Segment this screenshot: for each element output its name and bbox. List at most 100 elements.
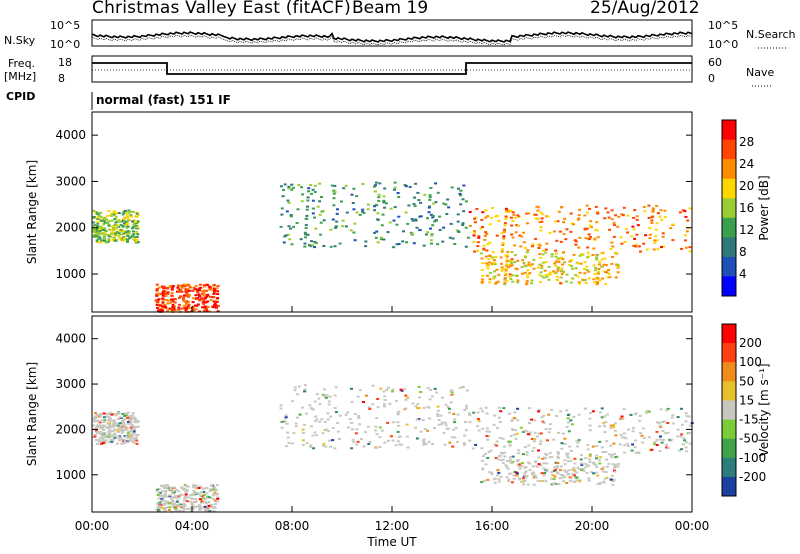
velocity-cell (329, 415, 333, 418)
power-cell (353, 239, 357, 242)
velocity-cell (93, 435, 97, 438)
velocity-cell (668, 438, 672, 441)
power-cell (633, 209, 637, 212)
power-cell (110, 214, 114, 217)
velocity-cell (508, 456, 512, 459)
velocity-cell (563, 459, 567, 462)
velocity-cell (681, 443, 685, 446)
velocity-cell (101, 439, 105, 442)
power-cell (393, 206, 397, 209)
velocity-cell (163, 508, 167, 511)
power-cell (181, 298, 185, 301)
velocity-cell (173, 486, 177, 489)
power-cell (539, 226, 543, 229)
velocity-cell (437, 419, 441, 421)
velocity-cell (417, 407, 421, 409)
power-cell (595, 258, 599, 261)
velocity-cell (312, 447, 316, 450)
velocity-cell (114, 434, 118, 437)
velocity-cell (193, 484, 197, 487)
power-cell (607, 272, 611, 275)
power-cell (212, 296, 216, 298)
power-cell (492, 261, 496, 264)
velocity-cell (366, 425, 370, 428)
power-cell (507, 266, 511, 269)
power-cell (92, 230, 96, 232)
power-cell (212, 287, 216, 290)
power-cell (107, 238, 111, 241)
velocity-cell (506, 467, 510, 470)
power-cell (482, 247, 486, 250)
velocity-cell (383, 441, 387, 444)
power-cell (659, 209, 663, 212)
velocity-cell (313, 431, 317, 434)
velocity-cell (195, 484, 199, 487)
power-cell (311, 212, 315, 215)
power-cell (335, 220, 339, 223)
freq-label: Freq. (8, 57, 35, 70)
velocity-cell (598, 462, 602, 465)
power-cell (536, 209, 540, 212)
velocity-cell (580, 463, 584, 466)
power-cell (280, 207, 284, 210)
power-cell (96, 225, 100, 228)
velocity-cell (511, 429, 515, 432)
velocity-cell (173, 490, 177, 493)
velocity-cell (527, 444, 531, 447)
velocity-cell (181, 510, 185, 513)
velocity-cell (350, 401, 354, 403)
power-cell (688, 250, 692, 253)
velocity-cell (163, 500, 167, 503)
power-cell (216, 285, 220, 288)
velocity-cell (629, 413, 633, 416)
velocity-cell (497, 416, 501, 419)
power-cell (336, 208, 339, 211)
power-cell (107, 223, 111, 226)
velocity-cell (190, 503, 194, 505)
power-cell (585, 269, 589, 272)
velocity-cell (129, 422, 132, 425)
velocity-cell (443, 421, 447, 424)
velocity-cell (117, 430, 120, 433)
velocity-cell (588, 453, 592, 456)
velocity-cell (665, 446, 669, 449)
velocity-cell (640, 434, 644, 437)
power-cell (129, 214, 133, 217)
velocity-cell (465, 404, 469, 407)
velocity-cell (419, 430, 423, 433)
velocity-cell (563, 469, 567, 472)
power-cell (503, 224, 507, 227)
velocity-cell (118, 422, 122, 425)
power-cell (334, 225, 338, 228)
power-cell (466, 236, 470, 239)
power-cell (512, 213, 516, 216)
power-cell (355, 211, 359, 214)
velocity-cell (614, 456, 618, 459)
colorbar-tick-label: -100 (739, 451, 766, 465)
power-cell (509, 216, 513, 219)
velocity-cell (315, 393, 319, 396)
power-cell (374, 181, 378, 184)
velocity-cell (110, 413, 114, 416)
power-cell (98, 232, 102, 234)
power-cell (511, 220, 515, 223)
power-cell (135, 211, 139, 214)
velocity-cell (612, 426, 616, 429)
velocity-cell (497, 458, 500, 461)
power-cell (192, 305, 195, 308)
x-tick-label: 00:00 (675, 519, 710, 533)
velocity-cell (598, 425, 601, 428)
velocity-cell (155, 490, 159, 493)
power-cell (480, 268, 484, 271)
velocity-cell (398, 435, 402, 438)
velocity-cell (456, 413, 460, 416)
nsky-tick-top: 10^5 (50, 19, 80, 32)
power-cell (485, 262, 489, 265)
power-cell (157, 298, 161, 301)
power-cell (309, 245, 313, 248)
power-cell (290, 188, 294, 191)
velocity-cell (404, 398, 408, 401)
power-cell (162, 289, 166, 292)
velocity-cell (199, 491, 203, 494)
power-cell (288, 238, 292, 241)
